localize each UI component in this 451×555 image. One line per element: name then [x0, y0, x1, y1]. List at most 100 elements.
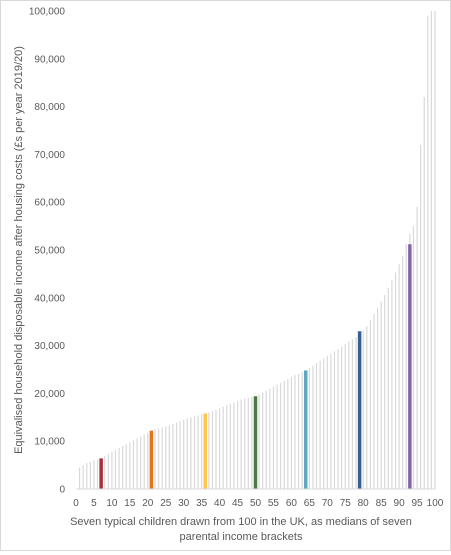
bar-56 — [276, 384, 278, 489]
bar-76 — [348, 341, 350, 489]
bar-86 — [384, 294, 386, 489]
bar-20 — [147, 432, 149, 489]
bar-69 — [323, 358, 325, 489]
bar-11 — [114, 449, 117, 489]
bar-75 — [344, 344, 346, 489]
bar-14 — [125, 444, 127, 489]
bar-15 — [129, 442, 131, 489]
x-tick-label: 20 — [142, 498, 154, 509]
bar-42 — [226, 405, 228, 489]
bar-8 — [104, 456, 106, 489]
x-tick-label: 0 — [73, 498, 79, 509]
y-tick-label: 70,000 — [34, 150, 65, 161]
bar-23 — [157, 428, 160, 489]
x-tick-label: 40 — [214, 498, 226, 509]
bar-98 — [427, 15, 429, 490]
x-tick-label: 35 — [196, 498, 208, 509]
x-tick-label: 100 — [427, 498, 444, 509]
bar-71 — [330, 353, 332, 489]
bar-96 — [420, 144, 422, 489]
bar-44 — [233, 402, 235, 489]
bar-72 — [333, 351, 336, 489]
bar-54 — [269, 388, 271, 489]
bar-68 — [319, 360, 321, 489]
x-tick-label: 90 — [394, 498, 406, 509]
bar-59 — [287, 379, 289, 489]
bar-74 — [341, 346, 343, 489]
bar-57 — [280, 382, 282, 489]
bar-27 — [172, 423, 174, 489]
bar-99 — [430, 11, 433, 489]
y-tick-label: 20,000 — [34, 389, 65, 400]
bar-28 — [175, 422, 178, 489]
bar-87 — [387, 287, 389, 489]
x-tick-label: 55 — [268, 498, 280, 509]
bar-58 — [283, 380, 285, 489]
y-tick-label: 50,000 — [34, 246, 65, 257]
bar-33 — [193, 416, 196, 489]
x-tick-label: 70 — [322, 498, 334, 509]
bar-48 — [247, 397, 249, 489]
x-tick-label: 60 — [286, 498, 298, 509]
x-axis-title-line-2: parental income brackets — [180, 531, 303, 543]
x-tick-label: 75 — [340, 498, 352, 509]
highlighted-bar-50 — [253, 396, 258, 489]
bar-55 — [272, 386, 275, 489]
x-tick-label: 30 — [178, 498, 190, 509]
x-tick-label: 80 — [358, 498, 370, 509]
highlighted-bar-79 — [357, 331, 362, 489]
bar-3 — [86, 463, 88, 489]
x-tick-label: 95 — [411, 498, 423, 509]
highlighted-bar-7 — [99, 458, 103, 489]
bar-73 — [337, 348, 339, 489]
bar-9 — [107, 453, 109, 489]
bar-16 — [132, 440, 135, 489]
highlighted-bar-93 — [408, 244, 412, 489]
bar-78 — [355, 337, 357, 489]
bar-5 — [93, 460, 95, 489]
bar-65 — [308, 368, 310, 489]
bar-63 — [301, 372, 303, 489]
bar-85 — [380, 301, 382, 489]
bar-25 — [165, 426, 167, 489]
x-tick-label: 50 — [250, 498, 262, 509]
y-tick-label: 40,000 — [34, 293, 65, 304]
bar-22 — [154, 429, 156, 489]
bar-83 — [373, 314, 375, 489]
bar-30 — [183, 419, 185, 489]
y-axis-title: Equivalised household disposable income … — [13, 46, 25, 454]
bar-13 — [122, 445, 124, 489]
bar-62 — [297, 373, 300, 489]
x-tick-label: 85 — [376, 498, 388, 509]
bar-53 — [265, 390, 267, 489]
y-tick-label: 0 — [59, 485, 65, 496]
bar-37 — [208, 412, 210, 489]
bar-1 — [78, 467, 81, 489]
bar-91 — [402, 255, 404, 489]
bar-84 — [376, 307, 379, 489]
bar-2 — [82, 465, 84, 489]
bar-6 — [96, 459, 99, 489]
x-tick-label: 10 — [106, 498, 118, 509]
bar-41 — [222, 406, 224, 489]
bar-34 — [197, 415, 199, 489]
bar-77 — [351, 339, 354, 489]
bar-52 — [262, 392, 264, 489]
y-tick-labels: 0 10,000 20,000 30,000 40,000 50,000 60,000 70,… — [29, 7, 66, 496]
bar-24 — [161, 427, 163, 489]
bar-17 — [136, 438, 138, 489]
x-tick-label: 25 — [160, 498, 172, 509]
bar-90 — [398, 264, 400, 489]
y-tick-label: 10,000 — [34, 437, 65, 448]
bar-39 — [215, 409, 217, 489]
bar-60 — [290, 377, 292, 489]
bar-group — [78, 11, 436, 490]
x-axis-title-line-1: Seven typical children drawn from 100 in… — [70, 516, 412, 528]
bar-95 — [416, 206, 418, 490]
bar-38 — [211, 411, 214, 489]
y-tick-label: 90,000 — [34, 54, 65, 65]
bar-35 — [201, 414, 203, 489]
bar-88 — [391, 280, 393, 489]
x-tick-label: 65 — [304, 498, 316, 509]
